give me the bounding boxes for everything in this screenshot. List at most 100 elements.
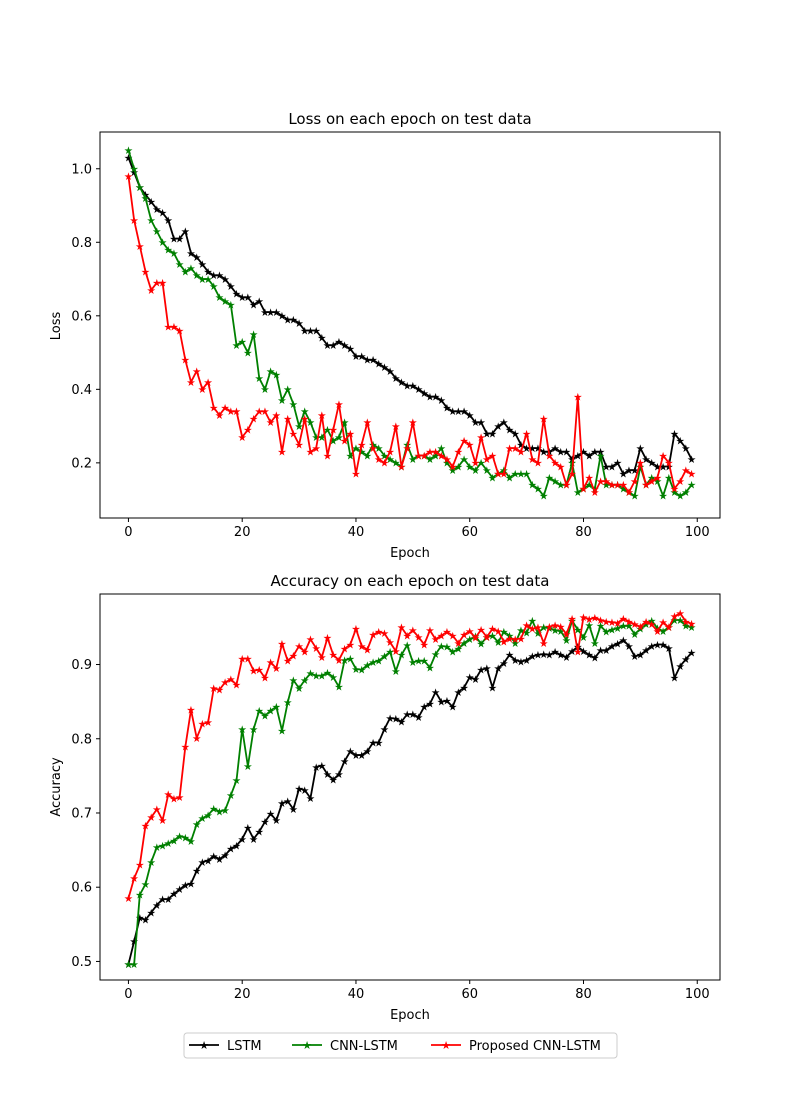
loss-point-proposed-cnn-lstm: ★ bbox=[351, 469, 360, 481]
legend-label-proposed-cnn-lstm: Proposed CNN-LSTM bbox=[469, 1039, 601, 1054]
accuracy-point-lstm: ★ bbox=[675, 661, 684, 673]
loss-point-lstm: ★ bbox=[488, 428, 497, 440]
loss-point-proposed-cnn-lstm: ★ bbox=[289, 428, 298, 440]
loss-point-lstm: ★ bbox=[186, 248, 195, 260]
accuracy-point-proposed-cnn-lstm: ★ bbox=[579, 612, 588, 624]
accuracy-point-lstm: ★ bbox=[203, 855, 212, 867]
loss-point-proposed-cnn-lstm: ★ bbox=[300, 414, 309, 426]
loss-point-proposed-cnn-lstm: ★ bbox=[277, 447, 286, 459]
loss-chart: Loss on each epoch on test data Loss Epo… bbox=[49, 110, 721, 561]
accuracy-point-cnn-lstm: ★ bbox=[397, 650, 406, 662]
accuracy-point-cnn-lstm: ★ bbox=[596, 621, 605, 633]
loss-point-lstm: ★ bbox=[573, 450, 582, 462]
loss-point-lstm: ★ bbox=[272, 307, 281, 319]
loss-point-cnn-lstm: ★ bbox=[146, 215, 155, 227]
loss-point-proposed-cnn-lstm: ★ bbox=[203, 377, 212, 389]
legend: ★ LSTM ★ CNN-LSTM ★ Proposed CNN-LSTM bbox=[183, 1032, 618, 1059]
accuracy-point-cnn-lstm: ★ bbox=[203, 810, 212, 822]
accuracy-series-lstm: ★★★★★★★★★★★★★★★★★★★★★★★★★★★★★★★★★★★★★★★★… bbox=[124, 635, 697, 971]
loss-point-proposed-cnn-lstm: ★ bbox=[141, 267, 150, 279]
accuracy-point-cnn-lstm: ★ bbox=[141, 879, 150, 891]
accuracy-point-cnn-lstm: ★ bbox=[431, 649, 440, 661]
accuracy-point-proposed-cnn-lstm: ★ bbox=[602, 616, 611, 628]
accuracy-point-proposed-cnn-lstm: ★ bbox=[499, 636, 508, 648]
accuracy-point-proposed-cnn-lstm: ★ bbox=[402, 630, 411, 642]
loss-point-lstm: ★ bbox=[658, 461, 667, 473]
loss-point-cnn-lstm: ★ bbox=[198, 274, 207, 286]
loss-point-proposed-cnn-lstm: ★ bbox=[505, 443, 514, 455]
accuracy-point-proposed-cnn-lstm: ★ bbox=[533, 622, 542, 634]
accuracy-point-lstm: ★ bbox=[198, 857, 207, 869]
loss-point-lstm: ★ bbox=[590, 447, 599, 459]
accuracy-point-lstm: ★ bbox=[146, 907, 155, 919]
accuracy-x-tick-label: 20 bbox=[234, 987, 251, 1002]
loss-point-lstm: ★ bbox=[351, 351, 360, 363]
loss-point-lstm: ★ bbox=[124, 153, 133, 165]
loss-point-cnn-lstm: ★ bbox=[346, 450, 355, 462]
loss-point-lstm: ★ bbox=[664, 461, 673, 473]
loss-point-lstm: ★ bbox=[220, 274, 229, 286]
loss-point-cnn-lstm: ★ bbox=[129, 164, 138, 176]
accuracy-point-proposed-cnn-lstm: ★ bbox=[607, 617, 616, 629]
accuracy-point-cnn-lstm: ★ bbox=[317, 670, 326, 682]
loss-point-cnn-lstm: ★ bbox=[334, 432, 343, 444]
accuracy-point-proposed-cnn-lstm: ★ bbox=[289, 650, 298, 662]
loss-point-lstm: ★ bbox=[391, 373, 400, 385]
loss-point-proposed-cnn-lstm: ★ bbox=[425, 447, 434, 459]
accuracy-y-tick-label: 0.9 bbox=[71, 658, 92, 673]
accuracy-point-proposed-cnn-lstm: ★ bbox=[641, 616, 650, 628]
accuracy-point-proposed-cnn-lstm: ★ bbox=[169, 794, 178, 806]
loss-point-cnn-lstm: ★ bbox=[658, 491, 667, 503]
accuracy-plot-area: 0 20 40 60 80 1000.50.60.70.80.9★★★★★★★★★★★★★… bbox=[71, 608, 709, 1002]
loss-point-cnn-lstm: ★ bbox=[596, 450, 605, 462]
loss-point-cnn-lstm: ★ bbox=[232, 340, 241, 352]
loss-point-cnn-lstm: ★ bbox=[391, 458, 400, 470]
accuracy-point-proposed-cnn-lstm: ★ bbox=[124, 893, 133, 905]
loss-point-proposed-cnn-lstm: ★ bbox=[613, 480, 622, 492]
accuracy-point-cnn-lstm: ★ bbox=[294, 683, 303, 695]
loss-point-lstm: ★ bbox=[169, 233, 178, 245]
loss-point-proposed-cnn-lstm: ★ bbox=[232, 406, 241, 418]
loss-point-lstm: ★ bbox=[300, 325, 309, 337]
loss-point-lstm: ★ bbox=[636, 443, 645, 455]
loss-point-proposed-cnn-lstm: ★ bbox=[602, 476, 611, 488]
loss-point-lstm: ★ bbox=[579, 447, 588, 459]
loss-point-lstm: ★ bbox=[437, 395, 446, 407]
accuracy-series-line-lstm bbox=[127, 639, 693, 965]
loss-point-lstm: ★ bbox=[181, 226, 190, 238]
accuracy-point-proposed-cnn-lstm: ★ bbox=[619, 613, 628, 625]
loss-point-lstm: ★ bbox=[687, 454, 696, 466]
accuracy-point-lstm: ★ bbox=[533, 650, 542, 662]
loss-point-lstm: ★ bbox=[499, 417, 508, 429]
accuracy-point-lstm: ★ bbox=[243, 823, 252, 835]
loss-point-proposed-cnn-lstm: ★ bbox=[670, 483, 679, 495]
loss-series-lstm: ★★★★★★★★★★★★★★★★★★★★★★★★★★★★★★★★★★★★★★★★… bbox=[124, 153, 697, 481]
loss-point-lstm: ★ bbox=[380, 362, 389, 374]
loss-point-cnn-lstm: ★ bbox=[687, 480, 696, 492]
accuracy-point-lstm: ★ bbox=[624, 641, 633, 653]
accuracy-point-proposed-cnn-lstm: ★ bbox=[442, 627, 451, 639]
accuracy-point-cnn-lstm: ★ bbox=[220, 805, 229, 817]
loss-point-lstm: ★ bbox=[175, 233, 184, 245]
accuracy-point-cnn-lstm: ★ bbox=[516, 625, 525, 637]
accuracy-point-cnn-lstm: ★ bbox=[442, 642, 451, 654]
loss-point-proposed-cnn-lstm: ★ bbox=[397, 461, 406, 473]
accuracy-point-lstm: ★ bbox=[232, 840, 241, 852]
accuracy-point-proposed-cnn-lstm: ★ bbox=[181, 742, 190, 754]
accuracy-point-cnn-lstm: ★ bbox=[556, 626, 565, 638]
loss-point-proposed-cnn-lstm: ★ bbox=[334, 399, 343, 411]
accuracy-point-cnn-lstm: ★ bbox=[408, 657, 417, 669]
loss-point-cnn-lstm: ★ bbox=[328, 436, 337, 448]
accuracy-point-cnn-lstm: ★ bbox=[351, 664, 360, 676]
accuracy-point-cnn-lstm: ★ bbox=[511, 638, 520, 650]
accuracy-point-cnn-lstm: ★ bbox=[277, 725, 286, 737]
accuracy-point-lstm: ★ bbox=[476, 665, 485, 677]
loss-point-proposed-cnn-lstm: ★ bbox=[465, 439, 474, 451]
accuracy-y-tick-label: 0.5 bbox=[71, 955, 92, 970]
loss-point-proposed-cnn-lstm: ★ bbox=[573, 391, 582, 403]
accuracy-point-lstm: ★ bbox=[562, 652, 571, 664]
accuracy-point-proposed-cnn-lstm: ★ bbox=[357, 641, 366, 653]
loss-point-cnn-lstm: ★ bbox=[528, 480, 537, 492]
loss-point-lstm: ★ bbox=[408, 380, 417, 392]
accuracy-point-lstm: ★ bbox=[181, 880, 190, 892]
